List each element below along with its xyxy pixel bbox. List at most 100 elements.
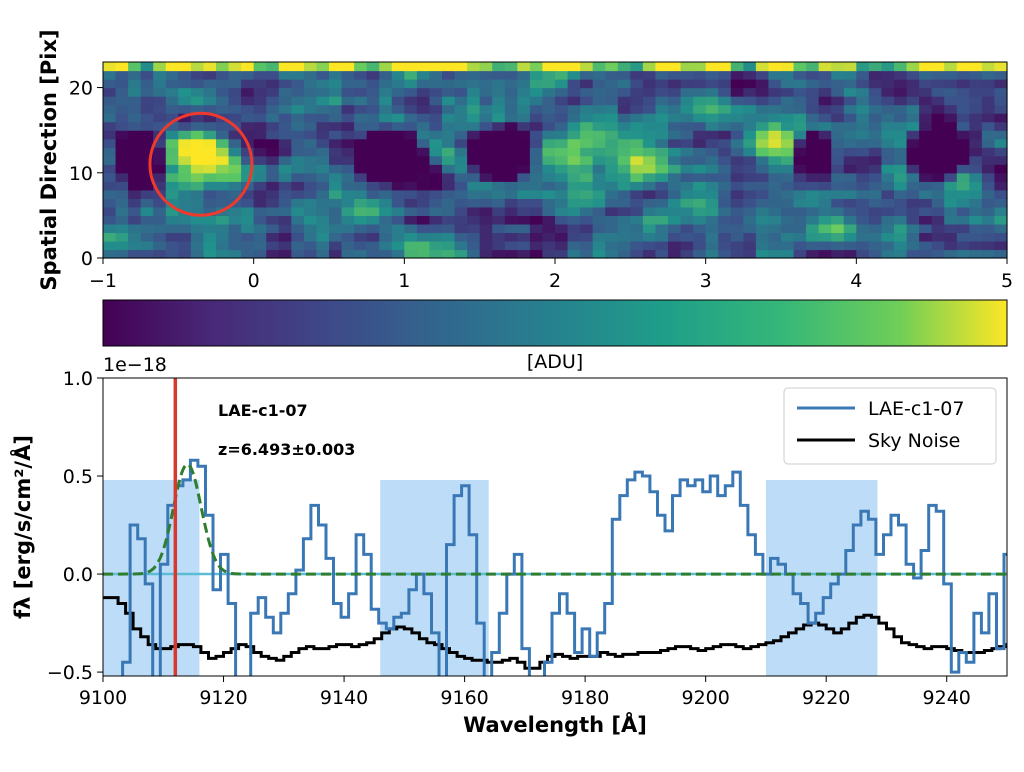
heatmap-cell [919,232,933,242]
heatmap-cell [291,232,305,242]
heatmap-cell [354,87,368,97]
heatmap-cell [642,113,657,123]
heatmap-cell [555,113,569,123]
heatmap-cell [253,147,267,157]
heatmap-cell [592,96,606,106]
heatmap-cell [542,138,556,148]
heatmap-cell [379,189,393,199]
heatmap-cell [680,147,694,157]
heatmap-cell [190,240,205,251]
heatmap-cell [278,113,292,123]
heatmap-cell [768,189,782,199]
heatmap-cell [354,164,368,174]
heatmap-cell [668,198,682,208]
heatmap-cell [956,181,970,191]
heatmap-cell [366,155,380,165]
heatmap-cell [919,240,933,251]
heatmap-cell [504,104,518,114]
heatmap-cell [416,249,431,259]
heatmap-cell [153,79,167,89]
heatmap-cell [492,223,506,234]
heatmap-cell [705,240,719,251]
heatmap-cell [981,172,996,182]
heatmap-cell [140,164,154,174]
heatmap-cell [693,104,707,114]
heatmap-cell [617,172,631,182]
heatmap-cell [140,104,154,114]
heatmap-cell [831,189,845,199]
heatmap-cell [919,164,933,174]
heatmap-cell [906,164,920,174]
heatmap-cell [442,147,456,157]
heatmap-cell [642,198,657,208]
heatmap-cell [831,206,845,216]
heatmap-cell [253,223,267,234]
heatmap-cell [329,189,343,199]
heatmap-cell [165,96,179,106]
heatmap-cell [730,87,744,97]
heatmap-cell [919,206,933,216]
heatmap-cell [366,249,380,259]
heatmap-cell [555,164,569,174]
heatmap-cell [919,172,933,182]
heatmap-cell [755,70,770,80]
heatmap-cell [705,215,719,225]
heatmap-cell [781,79,795,89]
heatmap-cell [253,232,267,242]
heatmap-cell [354,147,368,157]
heatmap-cell [994,104,1008,114]
heatmap-cell [203,164,217,174]
heatmap-cell [605,155,619,165]
heatmap-cell [454,121,468,131]
heatmap-cell [906,172,920,182]
image-y-tick-label: 20 [69,78,93,100]
heatmap-cell [655,147,669,157]
heatmap-cell [190,189,205,199]
heatmap-cell [818,96,832,106]
heatmap-cell [630,206,644,216]
heatmap-cell [755,79,770,89]
heatmap-cell [956,189,970,199]
heatmap-cell [868,87,883,97]
heatmap-cell [567,164,581,174]
heatmap-cell [655,121,669,131]
heatmap-cell [492,155,506,165]
heatmap-cell [190,198,205,208]
heatmap-cell [831,181,845,191]
heatmap-cell [391,189,405,199]
heatmap-cell [856,249,870,259]
heatmap-cell [529,79,544,89]
heatmap-cell [216,181,230,191]
heatmap-cell [969,249,983,259]
heatmap-cell [165,104,179,114]
heatmap-cell [705,104,719,114]
heatmap-cell [743,155,757,165]
heatmap-cell [743,87,757,97]
heatmap-cell [341,104,355,114]
heatmap-cell [793,232,807,242]
heatmap-cell [781,96,795,106]
heatmap-cell [668,70,682,80]
heatmap-cell [517,70,531,80]
heatmap-cell [781,155,795,165]
heatmap-cell [165,198,179,208]
heatmap-cell [203,223,217,234]
heatmap-cell [605,147,619,157]
heatmap-cell [642,164,657,174]
heatmap-cell [981,215,996,225]
heatmap-cell [655,62,669,72]
heatmap-cell [793,70,807,80]
heatmap-cell [366,70,380,80]
heatmap-cell [442,96,456,106]
heatmap-cell [743,104,757,114]
heatmap-cell [806,104,820,114]
heatmap-cell [693,249,707,259]
heatmap-cell [479,215,493,225]
heatmap-cell [341,155,355,165]
heatmap-cell [278,62,292,72]
heatmap-cell [768,223,782,234]
heatmap-cell [115,232,129,242]
heatmap-cell [479,104,493,114]
heatmap-cell [316,155,330,165]
heatmap-cell [316,121,330,131]
